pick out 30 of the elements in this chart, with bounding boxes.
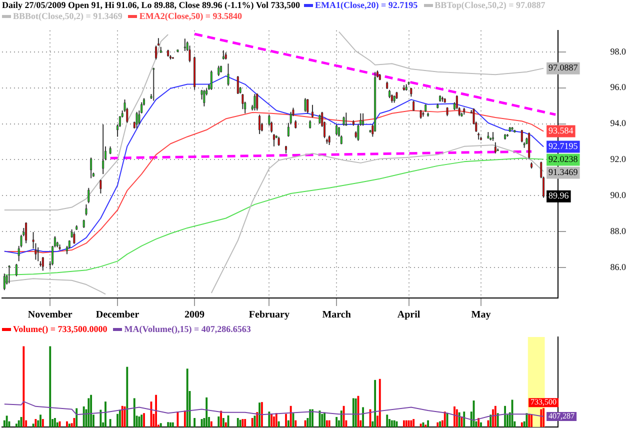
x-tick-label: November <box>28 310 73 321</box>
data-label: 97.0887 <box>548 62 578 73</box>
data-label: 93.584 <box>548 126 574 136</box>
data-label: 92.7195 <box>548 141 578 152</box>
y-tick-label: 94.0 <box>610 118 626 128</box>
y-tick-label: 88.0 <box>610 226 626 236</box>
x-tick-label: February <box>248 310 290 321</box>
legend-label: BBTop(Close,50,2) = 97.0887 <box>434 0 546 11</box>
legend-label: MA(Volume(),15) = 407,286.6563 <box>124 324 251 335</box>
x-tick-label: December <box>96 310 140 321</box>
chart-title: Daily 27/05/2009 Open 91, Hi 91.06, Lo 89.88, Close 89.96 (-1.1%) Vol 733,500 <box>2 0 300 11</box>
candlestick <box>311 104 314 118</box>
y-tick-label: 90.0 <box>610 190 626 200</box>
legend-label: Volume() = 733,500.0000 <box>13 324 108 335</box>
x-tick-label: 2009 <box>184 310 205 321</box>
data-label: 91.3469 <box>548 167 578 178</box>
y-tick-label: 98.0 <box>610 46 626 56</box>
x-tick-label: April <box>397 310 420 321</box>
y-tick-label: 96.0 <box>610 82 626 92</box>
x-tick-label: March <box>322 310 352 321</box>
data-label: 92.0238 <box>548 154 578 164</box>
y-tick-label: 92.0 <box>610 154 626 164</box>
data-label: 407,287 <box>548 412 575 421</box>
legend-label: BBBot(Close,50,2) = 91.3469 <box>13 11 122 22</box>
legend-label: EMA2(Close,50) = 93.5840 <box>139 11 242 22</box>
y-tick-label: 86.0 <box>610 262 626 272</box>
text: 89.96 <box>548 190 569 201</box>
x-tick-label: May <box>471 310 491 321</box>
data-label: 733,500 <box>530 398 557 407</box>
legend-label: EMA1(Close,20) = 92.7195 <box>315 0 418 11</box>
